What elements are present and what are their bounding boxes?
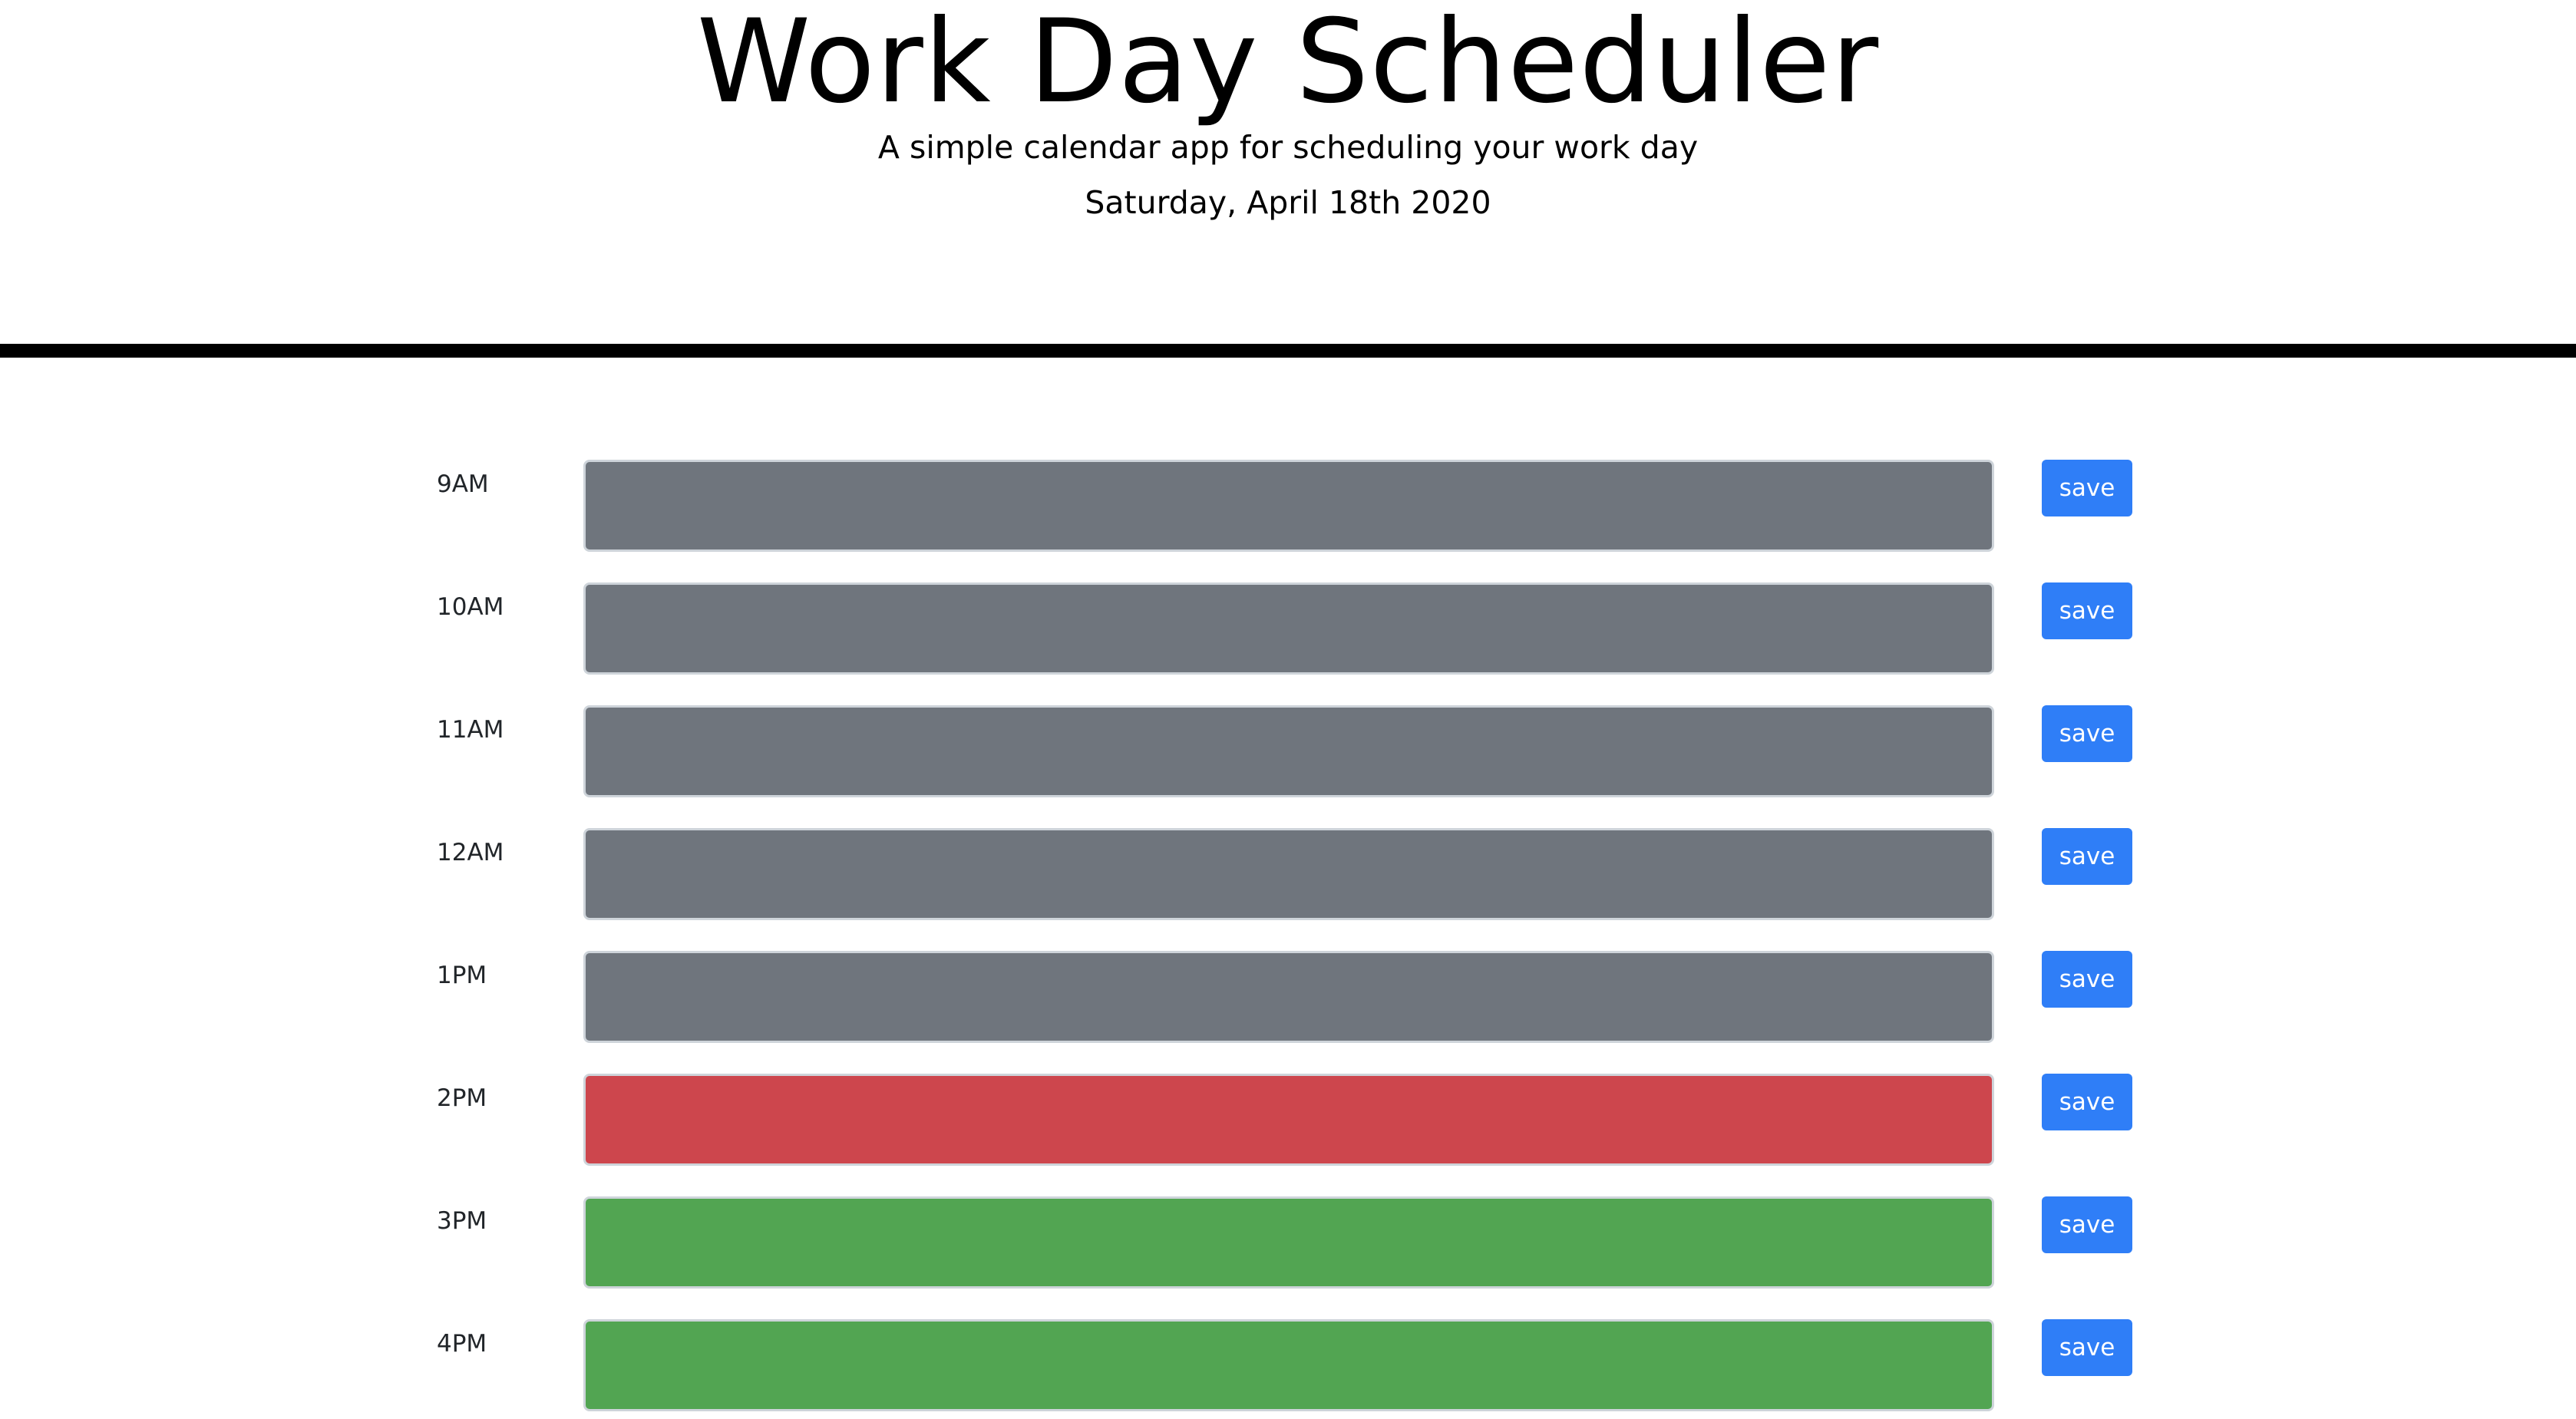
event-description-input[interactable] [583,705,1994,797]
hour-label: 1PM [437,962,487,989]
event-description-input[interactable] [583,1196,1994,1289]
save-button[interactable]: save [2042,828,2132,885]
time-block-row: 2PM save [0,1074,2576,1173]
page-title: Work Day Scheduler [696,0,1880,129]
save-button[interactable]: save [2042,1196,2132,1253]
hour-label: 12AM [437,839,504,866]
time-block-row: 10AM save [0,582,2576,682]
save-button[interactable]: save [2042,951,2132,1008]
save-button[interactable]: save [2042,460,2132,516]
event-description-input[interactable] [583,828,1994,920]
save-button[interactable]: save [2042,582,2132,639]
time-block-row: 3PM save [0,1196,2576,1296]
time-block-row: 4PM save [0,1319,2576,1419]
event-description-input[interactable] [583,460,1994,552]
page-subtitle: A simple calendar app for scheduling you… [877,129,1699,166]
time-block-row: 12AM save [0,828,2576,928]
time-block-row: 11AM save [0,705,2576,805]
save-button[interactable]: save [2042,1319,2132,1376]
hour-label: 10AM [437,593,504,621]
save-button[interactable]: save [2042,1074,2132,1130]
current-date: Saturday, April 18th 2020 [1085,184,1491,221]
header-divider [0,344,2576,358]
event-description-input[interactable] [583,1319,1994,1411]
event-description-input[interactable] [583,582,1994,675]
hour-label: 2PM [437,1084,487,1112]
time-block-row: 1PM save [0,951,2576,1051]
time-block-row: 9AM save [0,460,2576,559]
hour-label: 3PM [437,1207,487,1235]
hour-label: 9AM [437,470,489,498]
event-description-input[interactable] [583,951,1994,1043]
event-description-input[interactable] [583,1074,1994,1166]
save-button[interactable]: save [2042,705,2132,762]
hour-label: 4PM [437,1330,487,1358]
hour-label: 11AM [437,716,504,744]
